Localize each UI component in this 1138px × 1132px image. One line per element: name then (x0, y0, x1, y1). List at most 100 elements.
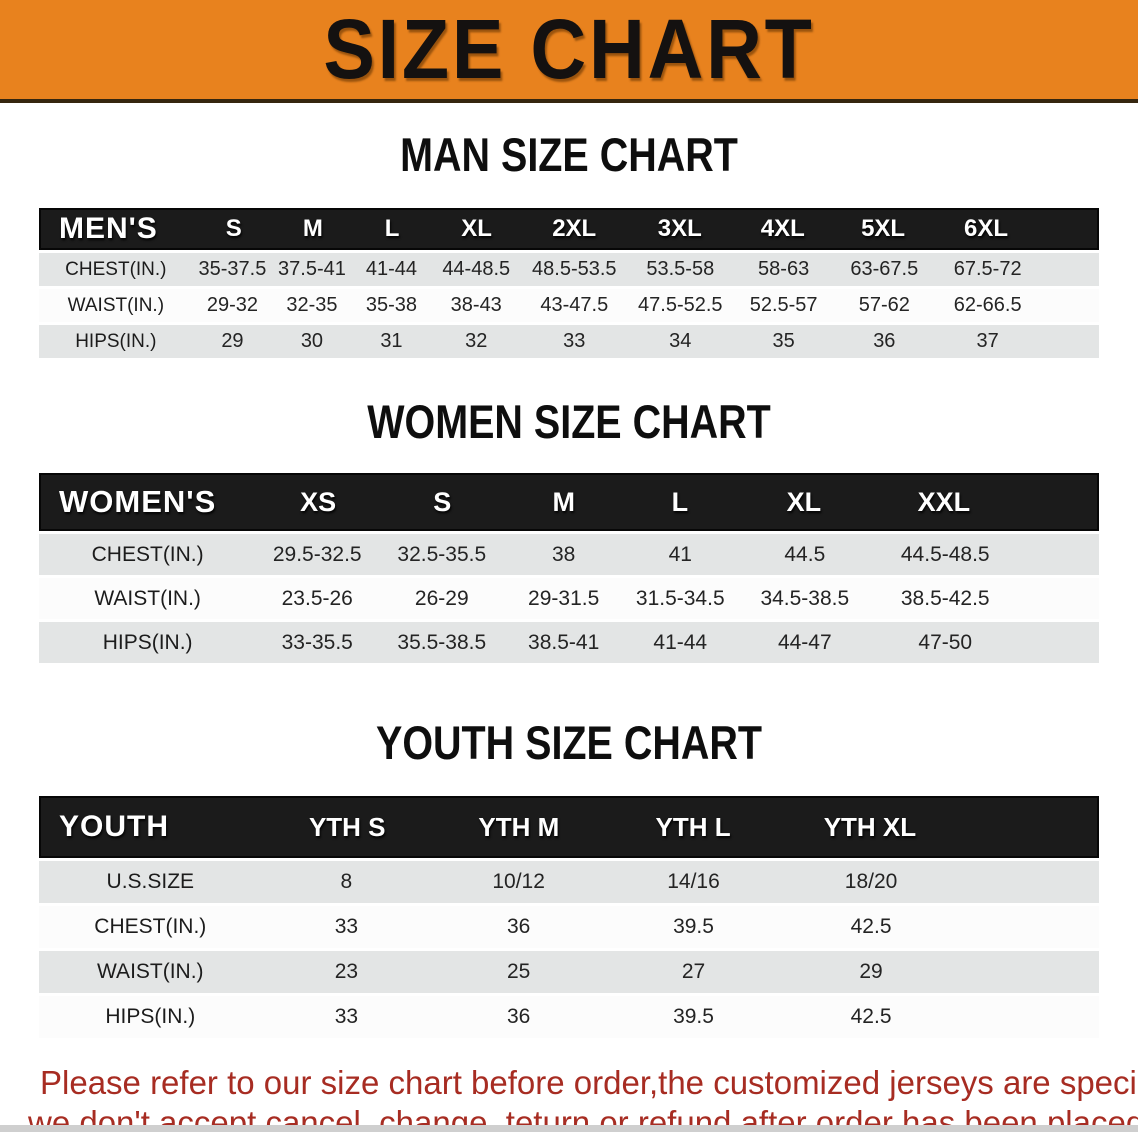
row-label: CHEST(IN.) (91, 542, 204, 566)
value-cell: 42.5 (850, 915, 892, 938)
value-cell: 29-31.5 (528, 586, 600, 610)
value-cell: 42.5 (850, 1005, 892, 1028)
value-cell: 30 (300, 330, 324, 352)
value-cell: 37.5-41 (278, 258, 346, 280)
size-column-header: YTH XL (823, 811, 917, 842)
men-size-table: MEN'S S M L XL 2XL 3XL 4XL 5XL 6XL CHEST(IN.) 35-37… (39, 208, 1099, 358)
value-cell: 43-47.5 (540, 294, 609, 316)
value-cell: 37 (976, 330, 999, 352)
size-column-header: 2XL (552, 215, 597, 242)
size-column-header: YTH L (655, 811, 731, 842)
table-row: HIPS(IN.) 33 36 39.5 42.5 (39, 996, 1099, 1038)
value-cell: 53.5-58 (646, 258, 715, 280)
value-cell: 52.5-57 (749, 294, 818, 316)
value-cell: 38-43 (450, 294, 502, 316)
value-cell: 38.5-41 (528, 630, 600, 654)
value-cell: 63-67.5 (850, 258, 919, 280)
banner-title: SIZE CHART (323, 2, 815, 96)
value-cell: 32-35 (286, 294, 338, 316)
size-column-header: L (671, 486, 689, 517)
value-cell: 8 (340, 870, 353, 893)
table-row: U.S.SIZE 8 10/12 14/16 18/20 (39, 861, 1099, 903)
value-cell: 33 (334, 1005, 359, 1028)
row-label: CHEST(IN.) (94, 915, 207, 938)
value-cell: 35 (772, 330, 795, 352)
value-cell: 36 (506, 915, 531, 938)
table-header-row: MEN'S S M L XL 2XL 3XL 4XL 5XL 6XL (39, 208, 1099, 250)
value-cell: 34.5-38.5 (760, 586, 850, 610)
value-cell: 47.5-52.5 (638, 294, 723, 316)
value-cell: 33 (563, 330, 586, 352)
value-cell: 26-29 (414, 586, 469, 610)
size-column-header: 4XL (760, 215, 805, 242)
value-cell: 35-37.5 (198, 258, 267, 280)
women-size-chart-heading: WOMEN SIZE CHART (367, 395, 771, 448)
size-column-header: XL (461, 215, 492, 242)
value-cell: 18/20 (844, 870, 898, 893)
value-cell: 44.5-48.5 (900, 542, 990, 566)
value-cell: 34 (669, 330, 692, 352)
disclaimer: Please refer to our size chart before or… (0, 1063, 1138, 1132)
row-label: U.S.SIZE (106, 870, 195, 893)
value-cell: 32 (465, 330, 488, 352)
value-cell: 58-63 (758, 258, 810, 280)
bottom-strip (0, 1125, 1138, 1132)
size-column-header: YTH S (308, 811, 386, 842)
value-cell: 14/16 (667, 870, 720, 893)
row-label: HIPS(IN.) (105, 1005, 196, 1028)
value-cell: 39.5 (673, 915, 714, 938)
size-column-header: M (302, 215, 323, 242)
size-column-header: 3XL (657, 215, 702, 242)
size-column-header: L (384, 215, 400, 242)
value-cell: 33 (334, 915, 359, 938)
value-cell: 41 (668, 542, 692, 566)
value-cell: 36 (873, 330, 896, 352)
man-size-chart-heading: MAN SIZE CHART (400, 128, 738, 181)
value-cell: 35.5-38.5 (397, 630, 487, 654)
table-row: WAIST(IN.) 29-32 32-35 35-38 38-43 43-47.5 47.… (39, 289, 1099, 322)
value-cell: 62-66.5 (953, 294, 1022, 316)
size-column-header: S (225, 215, 242, 242)
value-cell: 31 (380, 330, 403, 352)
row-label: WAIST(IN.) (94, 586, 201, 610)
disclaimer-line-1: Please refer to our size chart before or… (40, 1064, 1138, 1101)
women-size-table: WOMEN'S XS S M L XL XXL CHEST(IN.) 29.5-32.5 32.5… (39, 473, 1099, 663)
value-cell: 29 (859, 960, 883, 983)
value-cell: 44.5 (784, 542, 826, 566)
value-cell: 29 (221, 330, 244, 352)
value-cell: 48.5-53.5 (532, 258, 617, 280)
table-row: CHEST(IN.) 29.5-32.5 32.5-35.5 38 41 44.5 44.5… (39, 534, 1099, 575)
row-label: CHEST(IN.) (65, 258, 167, 280)
value-cell: 44-47 (777, 630, 832, 654)
table-row: HIPS(IN.) 29 30 31 32 33 34 35 36 37 (39, 325, 1099, 358)
size-column-header: 6XL (964, 215, 1009, 242)
value-cell: 32.5-35.5 (397, 542, 487, 566)
value-cell: 38.5-42.5 (900, 586, 990, 610)
table-row: WAIST(IN.) 23 25 27 29 (39, 951, 1099, 993)
value-cell: 44-48.5 (442, 258, 511, 280)
table-header-row: YOUTH YTH S YTH M YTH L YTH XL (39, 796, 1099, 858)
row-label: HIPS(IN.) (75, 330, 157, 352)
value-cell: 27 (681, 960, 706, 983)
youth-size-chart-heading: YOUTH SIZE CHART (375, 716, 763, 769)
size-column-header: XL (786, 486, 822, 517)
size-column-header: 5XL (861, 215, 906, 242)
table-row: CHEST(IN.) 35-37.5 37.5-41 41-44 44-48.5 48.5… (39, 253, 1099, 286)
value-cell: 41-44 (365, 258, 418, 280)
value-cell: 47-50 (918, 630, 973, 654)
value-cell: 57-62 (858, 294, 910, 316)
value-cell: 29-32 (206, 294, 259, 316)
value-cell: 67.5-72 (953, 258, 1022, 280)
value-cell: 41-44 (653, 630, 708, 654)
size-column-header: S (433, 486, 452, 517)
row-label: WAIST(IN.) (97, 960, 204, 983)
value-cell: 23.5-26 (281, 586, 353, 610)
table-row: HIPS(IN.) 33-35.5 35.5-38.5 38.5-41 41-44 44-… (39, 622, 1099, 663)
value-cell: 39.5 (673, 1005, 714, 1028)
value-cell: 31.5-34.5 (635, 586, 725, 610)
table-group-label: YOUTH (59, 810, 169, 843)
youth-size-table: YOUTH YTH S YTH M YTH L YTH XL U.S.SIZE 8 10/12… (39, 796, 1099, 1038)
table-row: WAIST(IN.) 23.5-26 26-29 29-31.5 31.5-34.5 34… (39, 578, 1099, 619)
value-cell: 36 (506, 1005, 531, 1028)
